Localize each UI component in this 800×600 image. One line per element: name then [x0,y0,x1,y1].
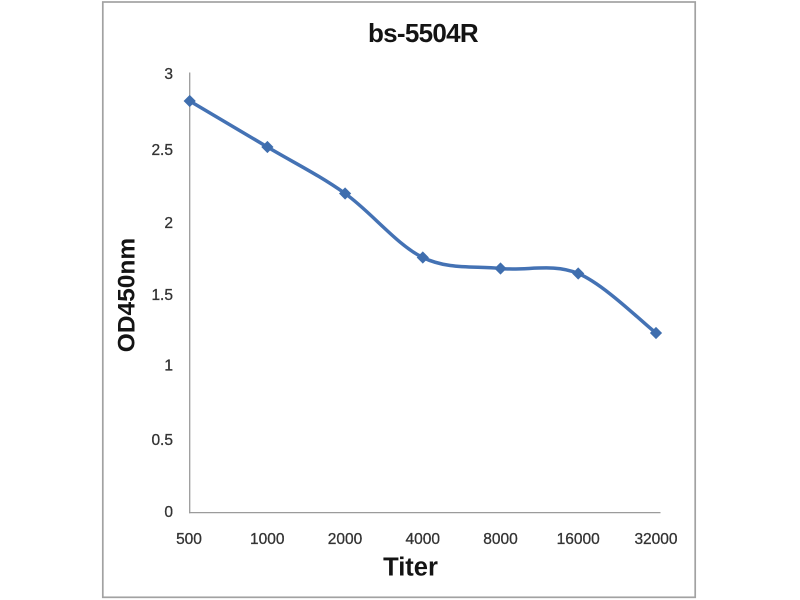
svg-text:500: 500 [176,531,202,548]
svg-text:2: 2 [164,215,173,232]
svg-text:0: 0 [164,504,173,521]
svg-text:OD450nm: OD450nm [114,238,141,352]
svg-text:0.5: 0.5 [151,432,173,449]
svg-text:2.5: 2.5 [151,142,173,159]
svg-text:1: 1 [164,358,173,375]
svg-text:2000: 2000 [328,531,363,548]
svg-text:bs-5504R: bs-5504R [368,18,479,48]
svg-text:4000: 4000 [406,531,441,548]
svg-text:8000: 8000 [483,531,518,548]
svg-text:16000: 16000 [557,531,600,548]
svg-text:1.5: 1.5 [151,287,173,304]
svg-text:1000: 1000 [250,531,285,548]
svg-text:32000: 32000 [634,531,677,548]
svg-text:Titer: Titer [383,554,438,582]
svg-text:3: 3 [164,66,173,83]
